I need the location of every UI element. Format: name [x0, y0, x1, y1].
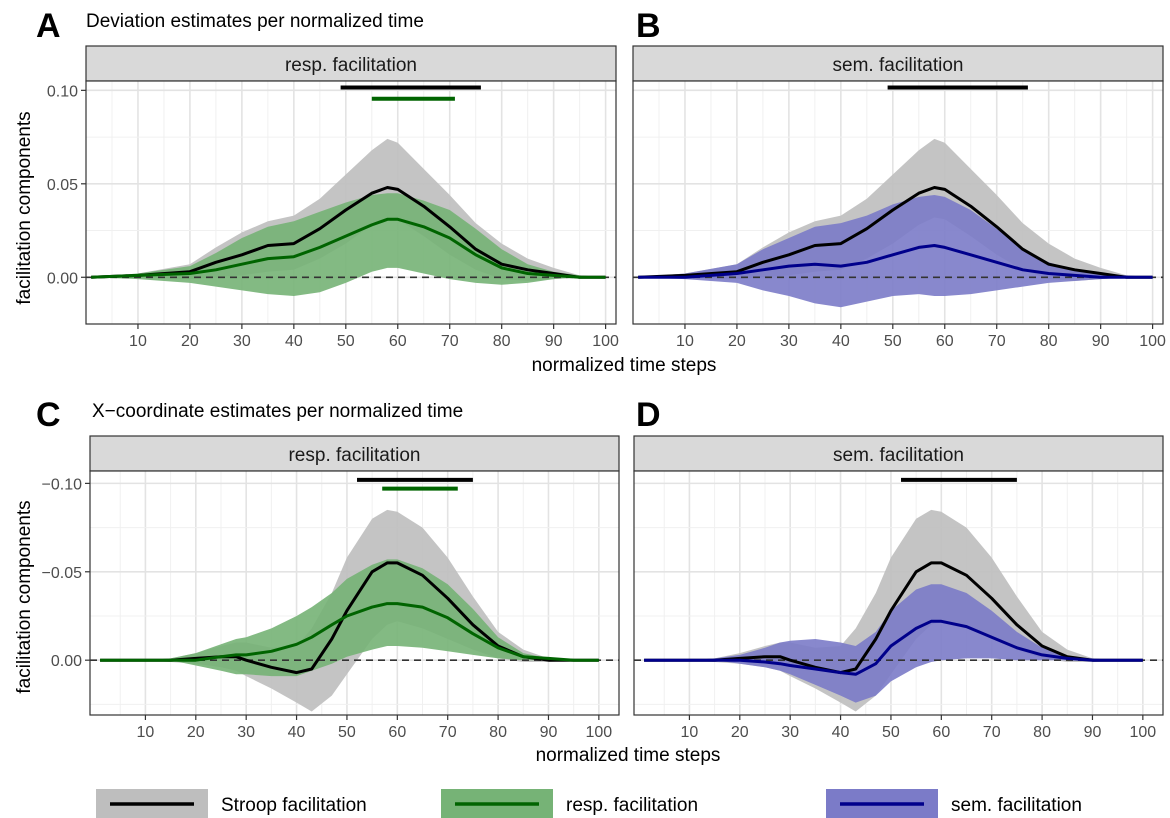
series-line: [638, 244, 1153, 279]
y-tick-label: −0.10: [42, 476, 83, 493]
plot-area: [86, 85, 616, 296]
x-tick-label: 60: [388, 724, 406, 741]
y-tick-label: 0.00: [47, 270, 78, 287]
x-tick-label: 30: [237, 724, 255, 741]
x-tick-label: 30: [233, 333, 251, 350]
x-tick-label: 20: [728, 333, 746, 350]
x-tick-label: 70: [441, 333, 459, 350]
x-tick-label: 80: [1040, 333, 1058, 350]
panel-border: [632, 80, 1164, 325]
y-axis-title-bottom: facilitation components: [14, 500, 35, 693]
x-tick-label: 50: [884, 333, 902, 350]
facet-strip-label: sem. facilitation: [833, 445, 964, 466]
legend: Stroop facilitation resp. facilitation s…: [96, 789, 1082, 818]
row-title-deviation: Deviation estimates per normalized time: [86, 11, 424, 32]
x-tick-label: 20: [181, 333, 199, 350]
y-axis-title-top: facilitation components: [14, 111, 35, 304]
panel-border: [85, 80, 617, 325]
x-tick-label: 60: [389, 333, 407, 350]
x-tick-label: 80: [1033, 724, 1051, 741]
ci-band: [100, 559, 599, 677]
x-tick-label: 20: [187, 724, 205, 741]
x-tick-label: 60: [932, 724, 950, 741]
legend-label-stroop: Stroop facilitation: [221, 795, 367, 816]
plot-area: [634, 477, 1163, 712]
x-tick-label: 90: [540, 724, 558, 741]
plot-area: [633, 85, 1163, 308]
x-tick-label: 70: [439, 724, 457, 741]
panel-border: [89, 470, 620, 716]
x-axis-title-top: normalized time steps: [532, 355, 717, 376]
series-line: [91, 217, 606, 279]
x-tick-label: 50: [882, 724, 900, 741]
series-line: [644, 619, 1143, 676]
series-line: [91, 186, 606, 279]
facet-strip-label: sem. facilitation: [833, 55, 964, 76]
facet-strip: [89, 435, 620, 472]
y-tick-label: −0.05: [42, 565, 83, 582]
ci-band: [638, 195, 1153, 308]
x-tick-label: 30: [780, 333, 798, 350]
series-line: [644, 561, 1143, 675]
x-tick-label: 10: [137, 724, 155, 741]
panel-c: resp. facilitation 10 20 30 40 50 60 70 80 90 100 0…: [42, 435, 620, 741]
x-tick-label: 10: [681, 724, 699, 741]
series-line: [638, 186, 1153, 279]
x-tick-label: 10: [129, 333, 147, 350]
x-tick-label: 40: [288, 724, 306, 741]
x-tick-label: 90: [545, 333, 563, 350]
x-tick-label: 60: [936, 333, 954, 350]
legend-item-resp: resp. facilitation: [441, 789, 698, 818]
x-tick-label: 30: [781, 724, 799, 741]
y-tick-label: 0.00: [51, 653, 82, 670]
plot-area: [90, 477, 619, 712]
x-tick-label: 70: [983, 724, 1001, 741]
x-tick-label: 40: [285, 333, 303, 350]
y-tick-label: 0.05: [47, 177, 78, 194]
x-axis-title-bottom: normalized time steps: [536, 745, 721, 766]
x-tick-label: 100: [585, 724, 612, 741]
panel-letter-a: A: [36, 7, 61, 45]
panel-a: resp. facilitation 10 20 30 40 50 60 70 80 90 100 0…: [47, 45, 619, 350]
x-tick-label: 100: [1129, 724, 1156, 741]
facet-strip-label: resp. facilitation: [285, 55, 417, 76]
x-tick-label: 100: [1139, 333, 1166, 350]
panel-b: sem. facilitation 10 20 30 40 50 60 70 80 90 100: [632, 45, 1166, 350]
legend-label-resp: resp. facilitation: [566, 795, 698, 816]
panel-letter-b: B: [636, 7, 661, 45]
x-tick-label: 90: [1092, 333, 1110, 350]
x-tick-label: 10: [676, 333, 694, 350]
panel-letter-d: D: [636, 396, 661, 434]
x-tick-label: 90: [1084, 724, 1102, 741]
y-tick-label: 0.10: [47, 83, 78, 100]
panel-d: sem. facilitation 10 20 30 40 50 60 70 80 90 100: [633, 435, 1164, 741]
x-tick-label: 50: [337, 333, 355, 350]
series-line: [100, 602, 599, 662]
legend-label-sem: sem. facilitation: [951, 795, 1082, 816]
panel-letter-c: C: [36, 396, 61, 434]
legend-item-sem: sem. facilitation: [826, 789, 1082, 818]
row-title-xcoordinate: X−coordinate estimates per normalized ti…: [92, 401, 463, 422]
x-tick-label: 100: [592, 333, 619, 350]
x-tick-label: 20: [731, 724, 749, 741]
panel-border: [633, 470, 1164, 716]
legend-item-stroop: Stroop facilitation: [96, 789, 367, 818]
x-tick-label: 80: [489, 724, 507, 741]
x-tick-label: 40: [832, 333, 850, 350]
x-tick-label: 80: [493, 333, 511, 350]
x-tick-label: 70: [988, 333, 1006, 350]
x-tick-label: 40: [832, 724, 850, 741]
x-tick-label: 50: [338, 724, 356, 741]
facet-strip: [85, 45, 617, 82]
facet-strip-label: resp. facilitation: [288, 445, 420, 466]
